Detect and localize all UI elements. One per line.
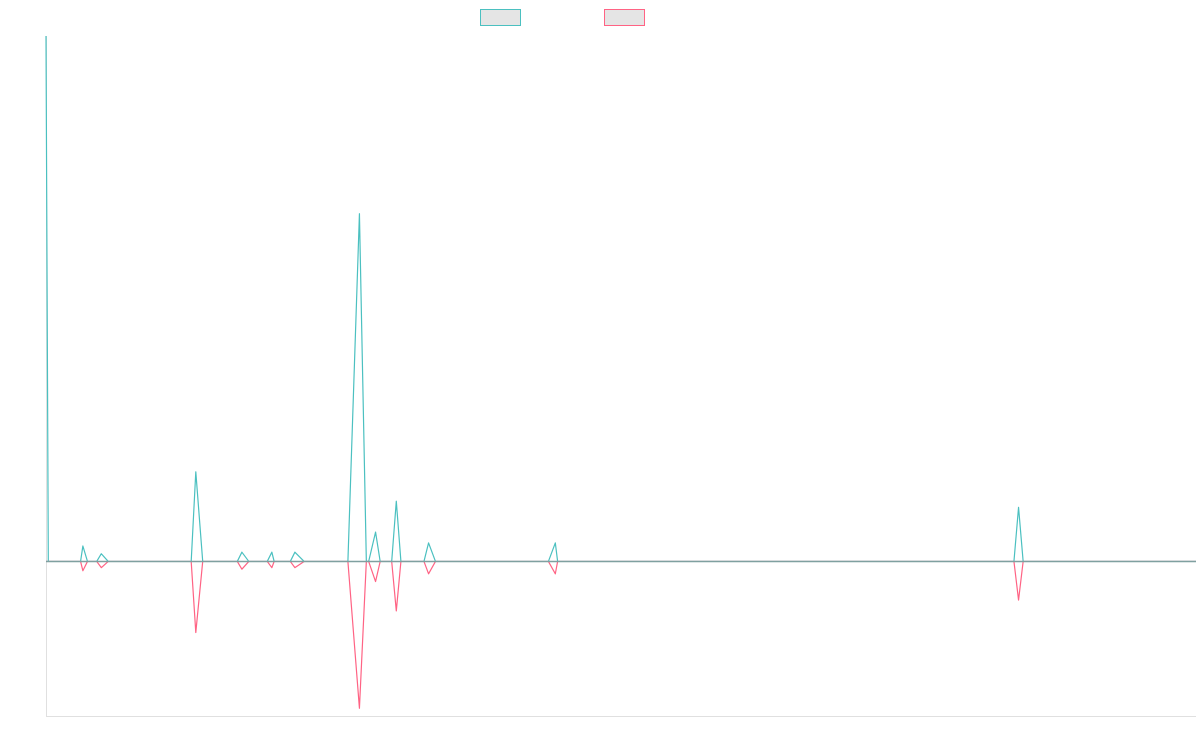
series-layer [45,35,1196,709]
series-2-line [46,560,1196,709]
legend-swatch-series-1[interactable] [480,9,521,26]
legend [480,9,645,26]
legend-swatch-series-2[interactable] [604,9,645,26]
series-1-line [45,35,1196,563]
